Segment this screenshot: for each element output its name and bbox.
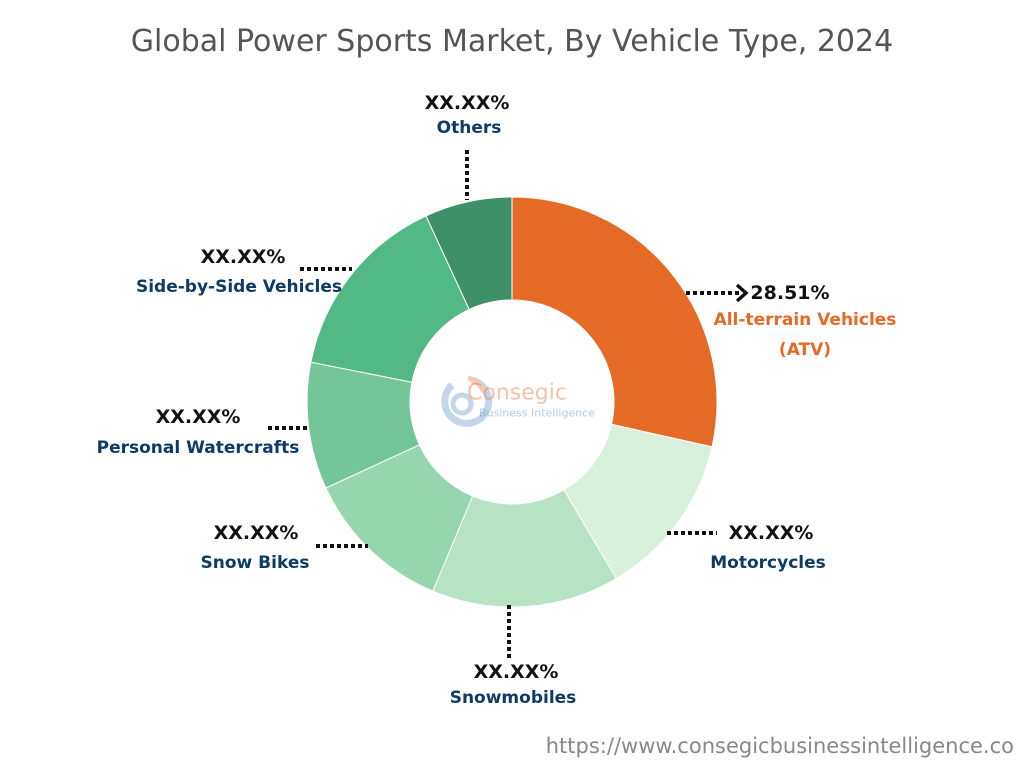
- category-label-snowmobiles: Snowmobiles: [449, 688, 577, 708]
- leader-lines: [268, 150, 742, 660]
- value-label-atv: 28.51%: [750, 282, 830, 304]
- value-label-snowmobiles: XX.XX%: [473, 661, 559, 683]
- value-label-others: XX.XX%: [424, 92, 510, 114]
- value-label-motorcycles: XX.XX%: [728, 522, 814, 544]
- value-label-sbs: XX.XX%: [200, 246, 286, 268]
- category-label-pw: Personal Watercrafts: [96, 438, 300, 458]
- slice-side-by-side-vehicles: [310, 215, 470, 383]
- category-label-atv-line2: (ATV): [778, 340, 832, 360]
- category-label-motorcycles: Motorcycles: [710, 553, 826, 573]
- category-label-sbs: Side-by-Side Vehicles: [135, 277, 343, 297]
- category-label-atv-line1: All-terrain Vehicles: [713, 310, 897, 330]
- source-url: https://www.consegicbusinessintelligence…: [545, 734, 1014, 758]
- slice-others: [425, 196, 513, 311]
- arrow-head-icon: [735, 283, 749, 303]
- logo-name: Consegic: [467, 380, 567, 406]
- slice-motorcycles: [563, 423, 713, 580]
- category-label-others: Others: [436, 118, 502, 138]
- slice-all-terrain-vehicles-atv: [511, 196, 718, 448]
- chart-title: Global Power Sports Market, By Vehicle T…: [130, 24, 894, 59]
- value-label-pw: XX.XX%: [155, 406, 241, 428]
- logo-tagline: Business Intelligence: [478, 406, 596, 420]
- category-label-snowbikes: Snow Bikes: [200, 553, 310, 573]
- logo: [441, 375, 493, 427]
- value-label-snowbikes: XX.XX%: [213, 522, 299, 544]
